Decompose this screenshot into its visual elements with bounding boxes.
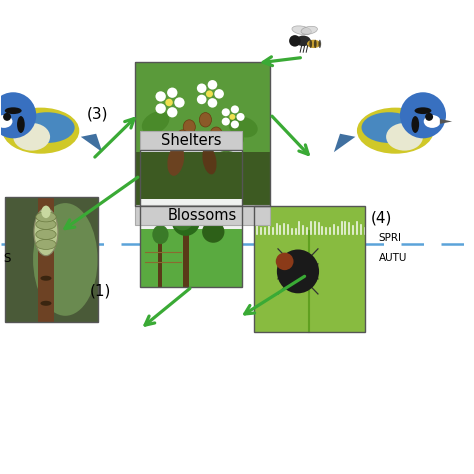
Ellipse shape [229, 114, 235, 120]
Ellipse shape [362, 112, 417, 143]
Ellipse shape [208, 80, 217, 90]
Ellipse shape [231, 120, 239, 128]
Ellipse shape [319, 40, 321, 48]
FancyBboxPatch shape [140, 131, 242, 150]
Ellipse shape [13, 123, 50, 151]
Ellipse shape [36, 219, 56, 229]
Ellipse shape [197, 83, 207, 93]
Ellipse shape [206, 91, 213, 97]
Ellipse shape [197, 95, 207, 104]
Ellipse shape [176, 130, 189, 144]
Ellipse shape [307, 40, 320, 48]
Bar [140, 221, 242, 287]
Ellipse shape [183, 120, 195, 134]
Text: S: S [3, 252, 10, 265]
Bar [37, 197, 54, 322]
Ellipse shape [40, 251, 52, 255]
Ellipse shape [152, 225, 169, 244]
FancyBboxPatch shape [136, 205, 270, 225]
Ellipse shape [228, 117, 258, 137]
Ellipse shape [296, 36, 311, 46]
Ellipse shape [276, 253, 293, 270]
Ellipse shape [40, 276, 52, 281]
Circle shape [3, 113, 11, 121]
Bar [136, 62, 270, 206]
Ellipse shape [17, 116, 25, 133]
Ellipse shape [386, 123, 423, 151]
Ellipse shape [415, 107, 431, 114]
Ellipse shape [231, 105, 239, 113]
Text: AUTU: AUTU [379, 253, 407, 263]
Ellipse shape [411, 116, 419, 133]
Ellipse shape [5, 107, 22, 114]
Bar [183, 225, 189, 287]
Bar [37, 197, 54, 322]
Ellipse shape [237, 113, 245, 121]
Ellipse shape [172, 206, 200, 236]
Polygon shape [334, 134, 356, 152]
Bar [140, 199, 242, 229]
Bar [136, 62, 270, 206]
Ellipse shape [301, 26, 318, 34]
Ellipse shape [202, 221, 225, 243]
Bar [254, 206, 365, 331]
Ellipse shape [34, 208, 58, 255]
Ellipse shape [155, 91, 166, 101]
Text: SPRI: SPRI [379, 233, 402, 243]
Ellipse shape [19, 112, 75, 143]
Ellipse shape [314, 40, 317, 48]
Ellipse shape [215, 131, 244, 152]
Circle shape [289, 35, 301, 46]
Polygon shape [81, 134, 102, 152]
Bar [158, 238, 163, 287]
Ellipse shape [210, 127, 222, 141]
Circle shape [425, 113, 433, 121]
Bar [136, 152, 270, 206]
Ellipse shape [36, 212, 56, 222]
Ellipse shape [33, 203, 98, 316]
Text: Shelters: Shelters [161, 133, 221, 147]
Ellipse shape [0, 115, 12, 128]
Circle shape [400, 92, 446, 138]
Ellipse shape [40, 226, 52, 231]
Ellipse shape [208, 98, 217, 108]
Ellipse shape [40, 301, 52, 306]
Ellipse shape [424, 115, 441, 128]
Ellipse shape [165, 99, 173, 106]
Ellipse shape [167, 145, 184, 176]
Bar [140, 150, 242, 225]
Ellipse shape [202, 146, 217, 174]
Ellipse shape [292, 26, 311, 35]
Ellipse shape [36, 229, 56, 239]
Text: (4): (4) [371, 210, 392, 226]
Circle shape [0, 92, 36, 138]
Ellipse shape [310, 40, 312, 48]
Ellipse shape [172, 206, 194, 230]
Bar [254, 206, 365, 331]
Bar [140, 150, 242, 287]
Text: (1): (1) [89, 284, 110, 299]
Ellipse shape [41, 206, 51, 218]
Ellipse shape [357, 108, 434, 154]
Ellipse shape [36, 239, 56, 249]
Ellipse shape [174, 97, 184, 108]
Bar [5, 197, 98, 322]
Ellipse shape [200, 113, 211, 127]
Ellipse shape [167, 107, 177, 118]
Text: (3): (3) [87, 107, 109, 122]
Text: Blossoms: Blossoms [168, 208, 237, 223]
Bar [5, 197, 98, 322]
Ellipse shape [2, 108, 79, 154]
Ellipse shape [155, 103, 166, 114]
Ellipse shape [222, 118, 230, 126]
Ellipse shape [142, 111, 169, 134]
Ellipse shape [277, 249, 319, 293]
Ellipse shape [167, 88, 177, 98]
Ellipse shape [222, 108, 230, 116]
Ellipse shape [214, 89, 224, 99]
Polygon shape [440, 119, 452, 124]
